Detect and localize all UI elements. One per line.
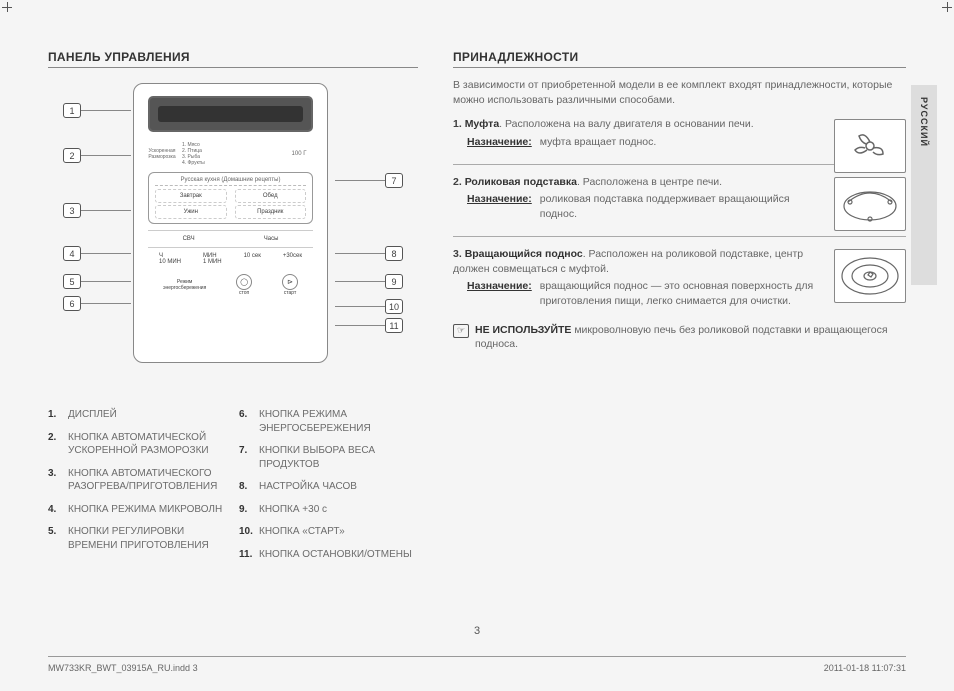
stop-label: стоп — [236, 290, 252, 296]
recipe-cell-2: Ужин — [155, 205, 227, 219]
time-30sec: +30сек — [283, 253, 302, 265]
defrost-list: 1. Мясо 2. Птица 3. Рыба 4. Фрукты — [176, 142, 285, 166]
mw-label: СВЧ — [183, 236, 195, 242]
accessory-item-1: 1. Муфта. Расположена на валу двигателя … — [453, 117, 906, 149]
callout-7: 7 — [335, 173, 403, 188]
callout-10: 10 — [335, 299, 403, 314]
panel-defrost-row: Ускоренная Разморозка 1. Мясо 2. Птица 3… — [148, 142, 313, 166]
heading-accessories: ПРИНАДЛЕЖНОСТИ — [453, 50, 906, 68]
recipes-box: Русская кухня (Домашние рецепты) Завтрак… — [148, 172, 313, 224]
recipe-cell-3: Праздник — [235, 205, 307, 219]
warning-text: НЕ ИСПОЛЬЗУЙТЕ микроволновую печь без ро… — [475, 323, 906, 352]
panel-bottom-row: Режим энергосбережения ◯ стоп ⊳ старт — [148, 270, 313, 296]
legend-item: 11.КНОПКА ОСТАНОВКИ/ОТМЕНЫ — [239, 548, 418, 562]
legend-item: 4.КНОПКА РЕЖИМА МИКРОВОЛН — [48, 503, 227, 517]
eco-label: Режим энергосбережения — [163, 279, 206, 291]
start-button-icon: ⊳ — [282, 274, 298, 290]
legend-item: 1.ДИСПЛЕЙ — [48, 408, 227, 422]
callout-9: 9 — [335, 274, 403, 289]
accessories-intro: В зависимости от приобретенной модели в … — [453, 78, 906, 107]
recipe-cell-1: Обед — [235, 189, 307, 203]
legend-list-left: 1.ДИСПЛЕЙ 2.КНОПКА АВТОМАТИЧЕСКОЙ УСКОРЕН… — [48, 408, 227, 570]
time-row: Ч 10 МИН МИН 1 МИН 10 сек +30сек — [148, 247, 313, 270]
callout-4: 4 — [63, 246, 131, 261]
page-number: 3 — [474, 625, 480, 637]
column-accessories: ПРИНАДЛЕЖНОСТИ В зависимости от приобрет… — [453, 50, 906, 570]
footer-timestamp: 2011-01-18 11:07:31 — [824, 663, 906, 673]
footer: MW733KR_BWT_03915A_RU.indd 3 2011-01-18 … — [48, 656, 906, 673]
warning-bold: НЕ ИСПОЛЬЗУЙТЕ — [475, 324, 571, 336]
legend-lists: 1.ДИСПЛЕЙ 2.КНОПКА АВТОМАТИЧЕСКОЙ УСКОРЕН… — [48, 408, 418, 570]
accessory-item-2: 2. Роликовая подставка. Расположена в це… — [453, 175, 906, 222]
time-10sec: 10 сек — [244, 253, 261, 265]
legend-item: 2.КНОПКА АВТОМАТИЧЕСКОЙ УСКОРЕННОЙ РАЗМО… — [48, 431, 227, 458]
accessory-image-coupler — [834, 119, 906, 173]
panel-display — [148, 96, 313, 132]
callout-3: 3 — [63, 203, 131, 218]
recipes-title: Русская кухня (Домашние рецепты) — [155, 177, 306, 186]
page-content: ПАНЕЛЬ УПРАВЛЕНИЯ 1 2 3 4 5 6 7 8 9 10 11 Ускорен… — [48, 50, 906, 570]
accessory-image-plate — [834, 249, 906, 303]
stop-button-icon: ◯ — [236, 274, 252, 290]
legend-item: 8.НАСТРОЙКА ЧАСОВ — [239, 480, 418, 494]
callout-6: 6 — [63, 296, 131, 311]
panel-body: Ускоренная Разморозка 1. Мясо 2. Птица 3… — [133, 83, 328, 363]
footer-filename: MW733KR_BWT_03915A_RU.indd 3 — [48, 663, 198, 673]
legend-item: 5.КНОПКИ РЕГУЛИРОВКИ ВРЕМЕНИ ПРИГОТОВЛЕН… — [48, 525, 227, 552]
legend-item: 10.КНОПКА «СТАРТ» — [239, 525, 418, 539]
callout-1: 1 — [63, 103, 131, 118]
callout-5: 5 — [63, 274, 131, 289]
legend-item: 3.КНОПКА АВТОМАТИЧЕСКОГО РАЗОГРЕВА/ПРИГО… — [48, 467, 227, 494]
legend-item: 9.КНОПКА +30 с — [239, 503, 418, 517]
callout-8: 8 — [335, 246, 403, 261]
callout-2: 2 — [63, 148, 131, 163]
language-tab: РУССКИЙ — [911, 85, 937, 285]
accessory-image-ring — [834, 177, 906, 231]
column-control-panel: ПАНЕЛЬ УПРАВЛЕНИЯ 1 2 3 4 5 6 7 8 9 10 11 Ускорен… — [48, 50, 418, 570]
warning-icon: ☞ — [453, 324, 469, 338]
defrost-label: Ускоренная Разморозка — [148, 148, 176, 160]
clock-label: Часы — [264, 236, 279, 242]
mw-clock-row: СВЧ Часы — [148, 230, 313, 247]
legend-item: 6.КНОПКА РЕЖИМА ЭНЕРГОСБЕРЕЖЕНИЯ — [239, 408, 418, 435]
heading-control-panel: ПАНЕЛЬ УПРАВЛЕНИЯ — [48, 50, 418, 68]
control-panel-diagram: 1 2 3 4 5 6 7 8 9 10 11 Ускоренная Разморозка 1. … — [48, 78, 418, 368]
legend-item: 7.КНОПКИ ВЫБОРА ВЕСА ПРОДУКТОВ — [239, 444, 418, 471]
time-10min: Ч 10 МИН — [159, 253, 181, 265]
legend-list-right: 6.КНОПКА РЕЖИМА ЭНЕРГОСБЕРЕЖЕНИЯ 7.КНОПКИ… — [239, 408, 418, 570]
recipe-cell-0: Завтрак — [155, 189, 227, 203]
time-1min: МИН 1 МИН — [203, 253, 222, 265]
callout-11: 11 — [335, 318, 403, 333]
weight-label: 100 Г — [285, 151, 313, 157]
start-label: старт — [282, 290, 298, 296]
accessory-item-3: 3. Вращающийся поднос. Расположен на рол… — [453, 247, 906, 309]
language-tab-label: РУССКИЙ — [919, 85, 929, 147]
warning-note: ☞ НЕ ИСПОЛЬЗУЙТЕ микроволновую печь без … — [453, 323, 906, 352]
